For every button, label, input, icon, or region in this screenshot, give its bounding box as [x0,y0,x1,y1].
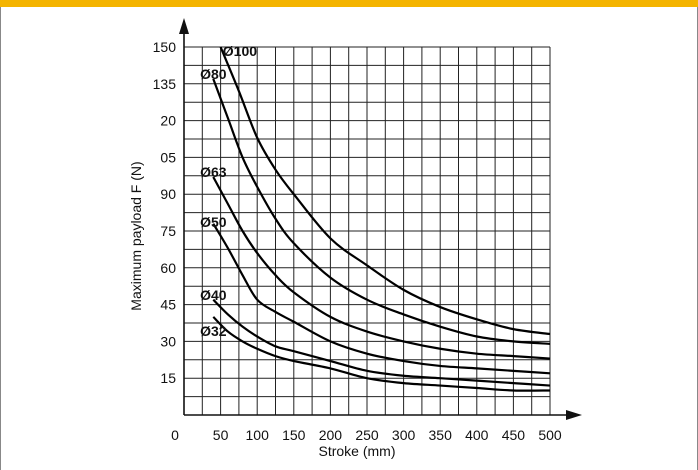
y-tick-label: 60 [160,260,176,276]
y-axis-arrow [179,18,189,34]
frame-left-border [0,7,1,470]
x-tick-label: 300 [392,427,416,443]
series-label-5: Ø40 [200,287,227,303]
y-tick-label: 20 [160,113,176,129]
chart-series [212,46,551,392]
x-tick-label: 450 [502,427,526,443]
y-tick-label: 75 [160,223,176,239]
series-label-2: Ø80 [200,66,227,82]
chart-ticks: 0 50 100 150 200 250 300 350 400 450 5001530456075… [153,39,562,443]
series-line-4 [212,223,551,375]
y-tick-label: 45 [160,297,176,313]
x-axis-arrow [566,410,582,420]
series-label-3: Ø63 [200,164,227,180]
x-tick-label: 0 [171,427,179,443]
x-tick-label: 400 [465,427,489,443]
x-tick-label: 50 [213,427,229,443]
y-tick-label: 135 [153,76,177,92]
y-axis-title: Maximum payload F (N) [128,161,144,310]
series-label-4: Ø50 [200,214,227,230]
x-tick-label: 250 [355,427,379,443]
series-line-1 [219,46,551,336]
chart-series-labels: Ø100 Ø80 Ø63 Ø50 Ø40 Ø32 [200,43,257,339]
series-line-3 [212,176,551,360]
x-tick-label: 100 [246,427,270,443]
x-tick-label: 200 [319,427,343,443]
x-axis-title: Stroke (mm) [319,443,396,459]
y-tick-label: 90 [160,186,176,202]
y-tick-label: 30 [160,333,176,349]
x-tick-label: 350 [429,427,453,443]
series-label-6: Ø32 [200,323,227,339]
series-label-1: Ø100 [223,43,257,59]
y-tick-label: 05 [160,149,176,165]
series-line-2 [212,78,551,345]
x-tick-label: 150 [282,427,306,443]
y-tick-label: 15 [160,370,176,386]
series-line-6 [212,316,551,392]
accent-bar [0,0,698,7]
chart-grid [184,46,551,415]
x-tick-label: 500 [538,427,562,443]
chart-axes [179,18,582,420]
y-tick-label: 150 [153,39,177,55]
series-line-5 [212,298,551,387]
